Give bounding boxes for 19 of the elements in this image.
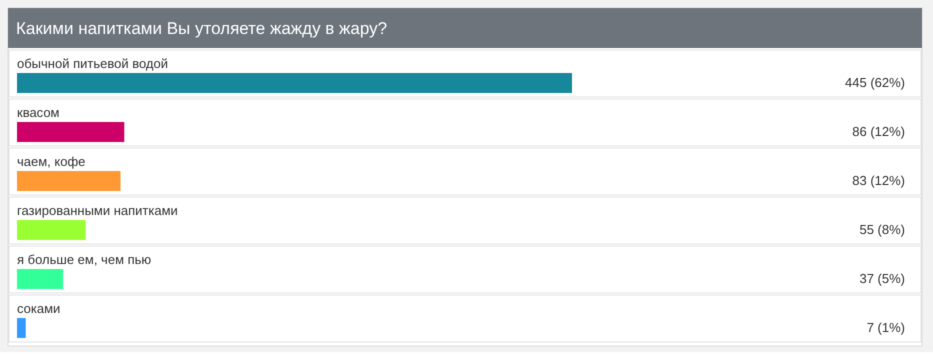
bar bbox=[17, 122, 124, 142]
data-label: 55 (8%) bbox=[859, 222, 905, 237]
data-label: 86 (12%) bbox=[852, 124, 905, 139]
y-tick-label: соками bbox=[17, 301, 60, 316]
bar bbox=[17, 220, 86, 240]
data-label: 445 (62%) bbox=[845, 75, 905, 90]
data-label: 83 (12%) bbox=[852, 173, 905, 188]
data-label: 37 (5%) bbox=[859, 271, 905, 286]
bar bbox=[17, 73, 572, 93]
data-label: 7 (1%) bbox=[866, 320, 905, 335]
bar bbox=[17, 318, 26, 338]
y-tick-label: чаем, кофе bbox=[17, 154, 86, 169]
bar bbox=[17, 171, 121, 191]
y-tick-label: я больше ем, чем пью bbox=[17, 252, 152, 267]
y-tick-label: квасом bbox=[17, 105, 60, 120]
y-tick-label: газированными напитками bbox=[17, 203, 178, 218]
bar bbox=[17, 269, 64, 289]
y-tick-label: обычной питьевой водой bbox=[17, 56, 168, 71]
chart-title: Какими напитками Вы утоляете жажду в жару? bbox=[16, 19, 388, 38]
